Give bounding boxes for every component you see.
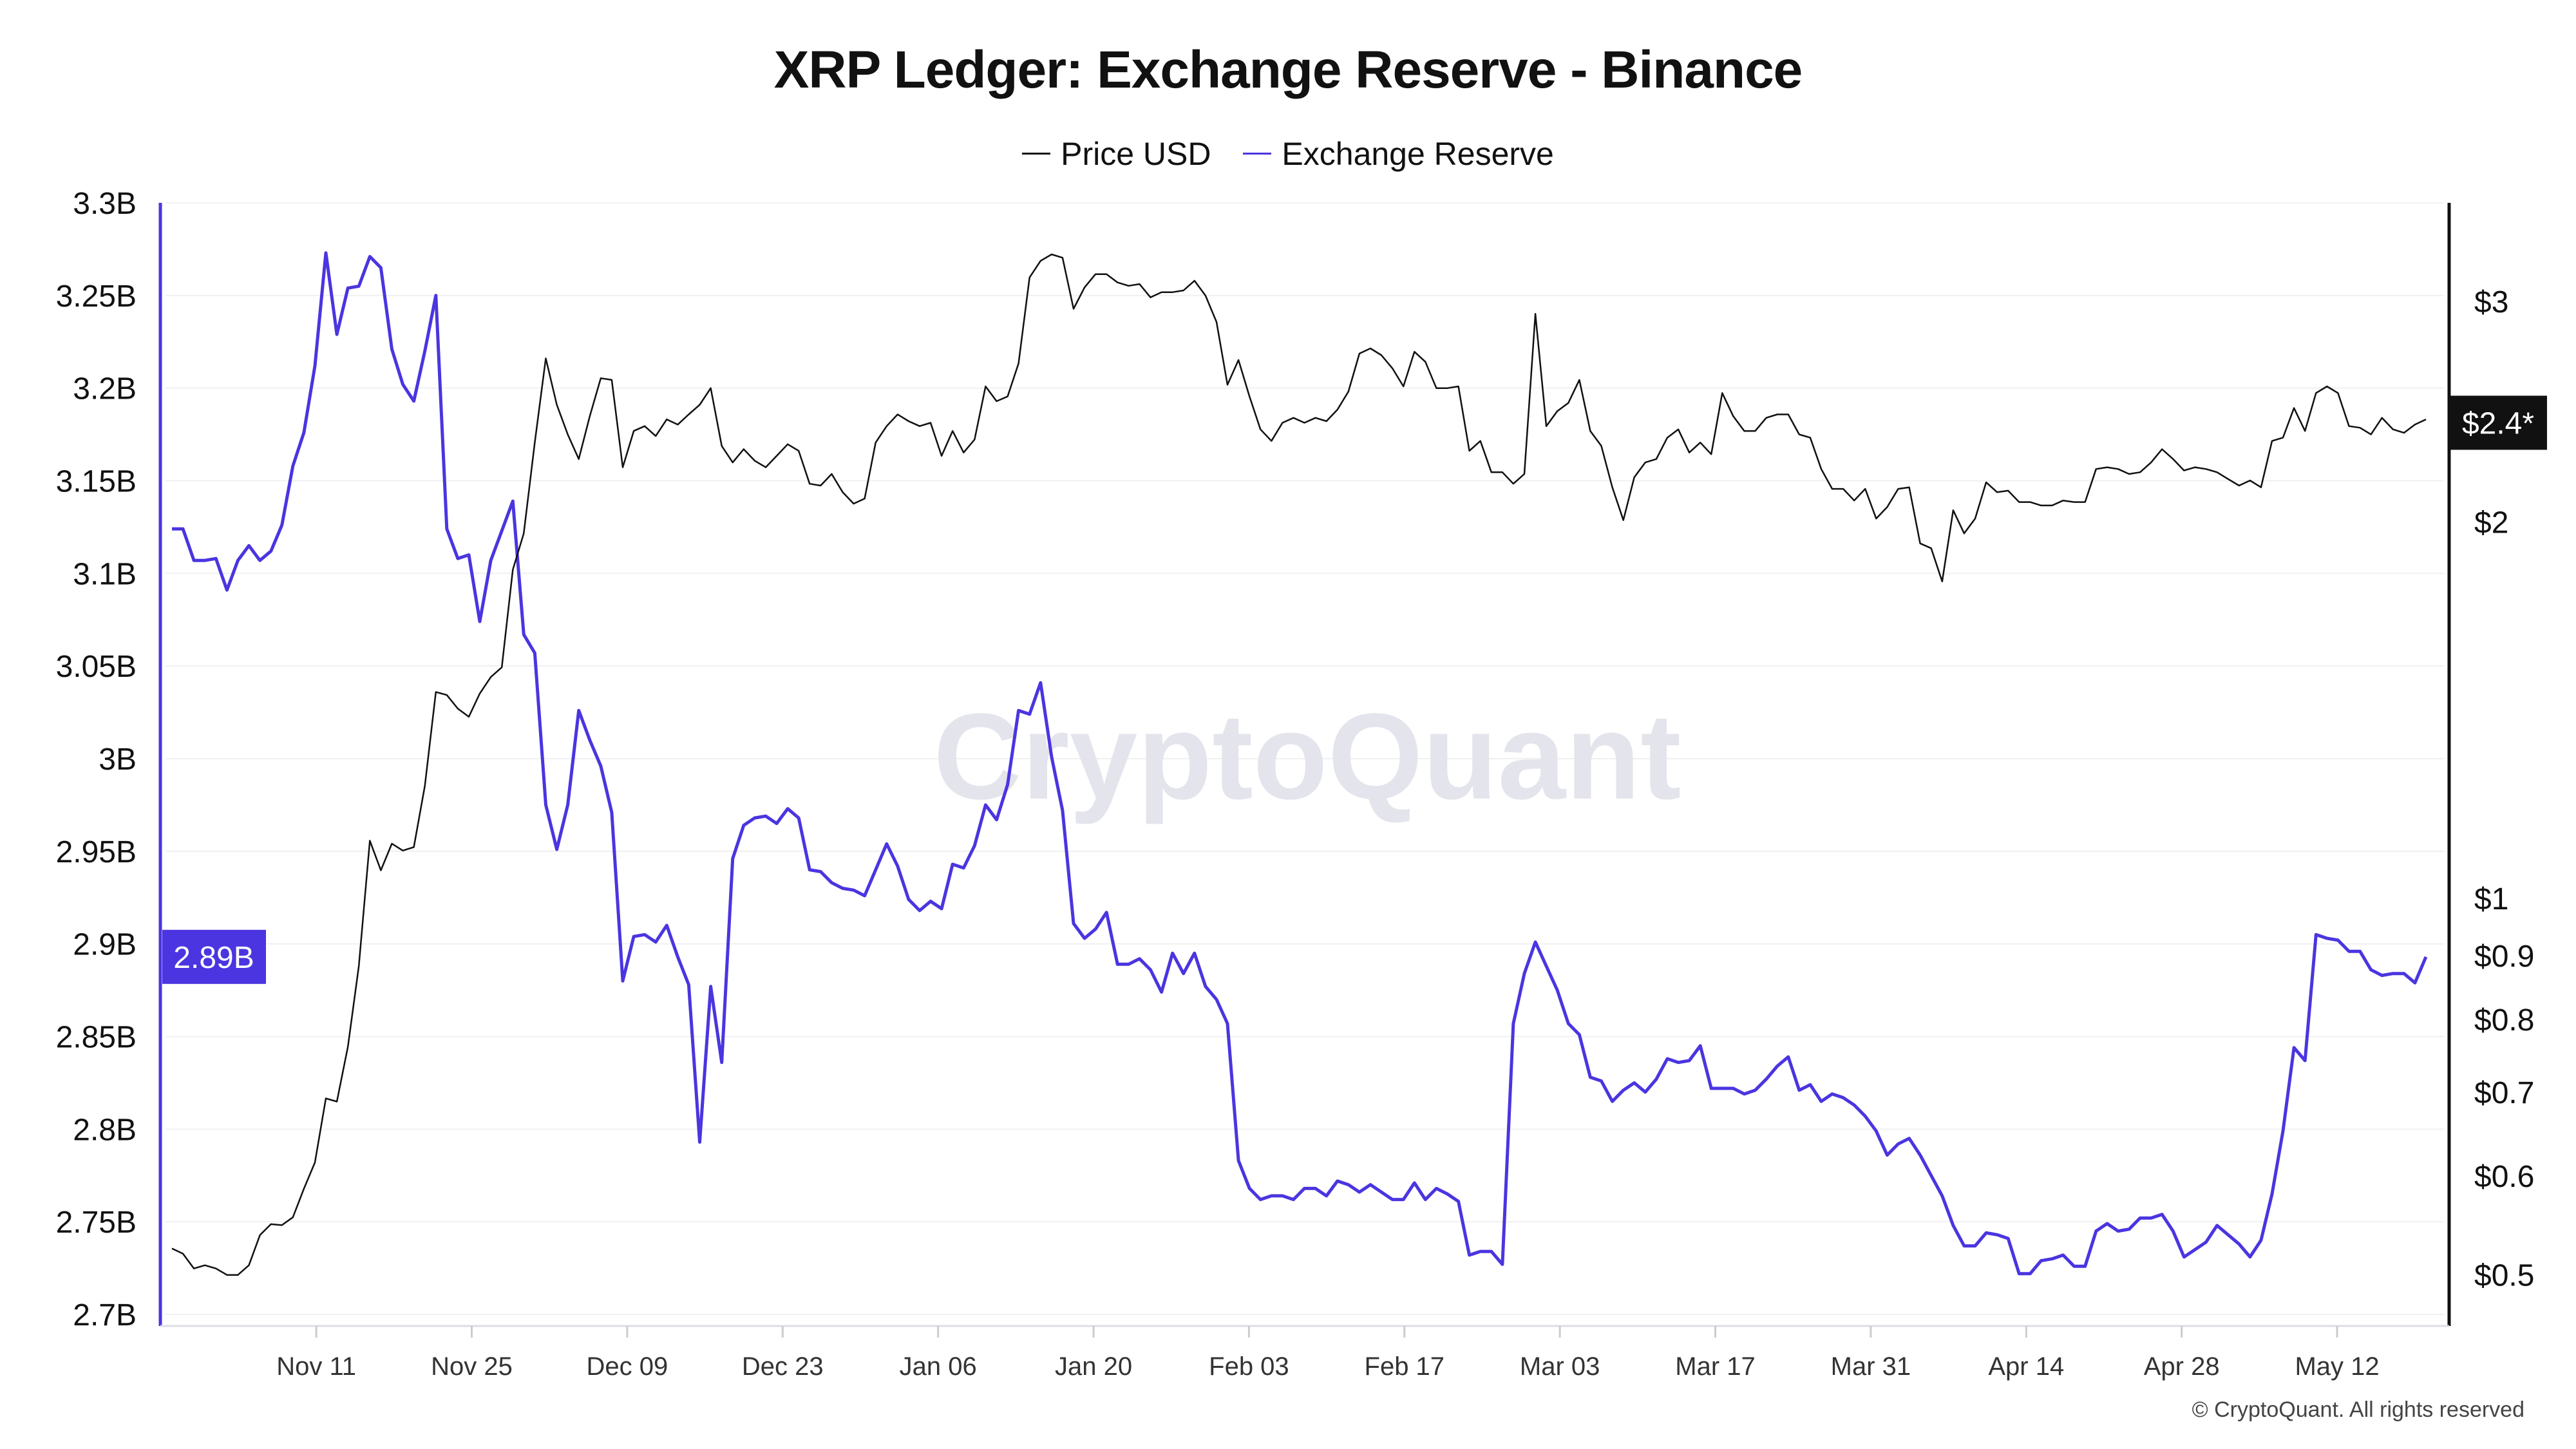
right-tick-label: $0.8 xyxy=(2474,1003,2534,1037)
left-tick-label: 2.7B xyxy=(73,1298,137,1332)
x-tick-label: Feb 17 xyxy=(1365,1352,1445,1381)
x-tick-label: Mar 03 xyxy=(1520,1352,1600,1381)
legend-item-reserve[interactable]: Exchange Reserve xyxy=(1243,135,1554,173)
left-tick-label: 3.1B xyxy=(73,557,137,591)
watermark: CryptoQuant xyxy=(933,688,1681,825)
left-tick-label: 2.9B xyxy=(73,928,137,962)
chart-title: XRP Ledger: Exchange Reserve - Binance xyxy=(773,41,1803,99)
x-tick-label: Nov 11 xyxy=(276,1352,356,1381)
x-tick-label: Dec 09 xyxy=(587,1352,668,1381)
price-usd-line xyxy=(171,253,2427,1276)
legend-item-price[interactable]: Price USD xyxy=(1022,135,1211,173)
x-tick-label: Dec 23 xyxy=(742,1352,824,1381)
legend-swatch-price xyxy=(1022,153,1051,155)
left-tick-label: 2.8B xyxy=(73,1113,137,1147)
right-tick-label: $0.5 xyxy=(2474,1259,2534,1293)
right-tick-label: $1 xyxy=(2474,882,2508,916)
price-current-label: $2.4* xyxy=(2462,406,2534,440)
left-tick-label: 3.15B xyxy=(56,465,137,499)
left-tick-label: 2.95B xyxy=(56,835,137,869)
x-tick-label: Apr 28 xyxy=(2144,1352,2220,1381)
left-tick-label: 3.05B xyxy=(56,650,137,684)
right-tick-label: $0.7 xyxy=(2474,1076,2534,1110)
reserve-current-badge xyxy=(162,929,266,984)
gridlines xyxy=(166,202,2444,1315)
legend-label-reserve: Exchange Reserve xyxy=(1282,135,1554,172)
price-current-badge xyxy=(2449,395,2547,450)
x-tick-label: Apr 14 xyxy=(1988,1352,2064,1381)
left-tick-label: 2.75B xyxy=(56,1206,137,1240)
left-tick-label: 3.2B xyxy=(73,372,137,406)
x-tick-label: Jan 06 xyxy=(900,1352,977,1381)
left-tick-label: 2.85B xyxy=(56,1021,137,1055)
exchange-reserve-line xyxy=(172,251,2428,1276)
right-tick-label: $0.6 xyxy=(2474,1160,2534,1194)
legend: Price USD Exchange Reserve xyxy=(0,125,2576,173)
legend-swatch-reserve xyxy=(1243,153,1272,155)
x-tick-label: Nov 25 xyxy=(431,1352,513,1381)
left-tick-label: 3B xyxy=(99,743,137,777)
x-tick-label: Jan 20 xyxy=(1055,1352,1132,1381)
axes: 3.3B 3.25B 3.2B 3.15B 3.1B 3.05B 3B 2.95B 2.9B 2.… xyxy=(56,187,2535,1381)
x-tick-label: Feb 03 xyxy=(1209,1352,1289,1381)
x-tick-label: Mar 17 xyxy=(1675,1352,1756,1381)
copyright: © CryptoQuant. All rights reserved xyxy=(2192,1397,2524,1422)
left-tick-label: 3.25B xyxy=(56,279,137,314)
left-tick-label: 3.3B xyxy=(73,187,137,221)
series xyxy=(171,251,2428,1276)
x-tick-label: Mar 31 xyxy=(1831,1352,1911,1381)
value-badges: 2.89B $2.4* xyxy=(162,395,2547,984)
reserve-current-label: 2.89B xyxy=(173,941,254,975)
right-tick-label: $2 xyxy=(2474,506,2508,540)
legend-label-price: Price USD xyxy=(1061,135,1211,172)
right-tick-label: $0.9 xyxy=(2474,940,2534,974)
right-tick-label: $3 xyxy=(2474,285,2508,319)
x-tick-label: May 12 xyxy=(2295,1352,2379,1381)
